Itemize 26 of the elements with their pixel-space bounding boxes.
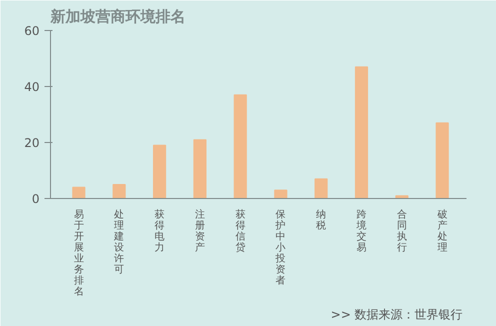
- bar: [152, 144, 166, 198]
- bar: [112, 184, 126, 198]
- y-tick-label: 20: [24, 136, 40, 150]
- x-tick-label: 获得信贷: [235, 208, 246, 254]
- chart-title: 新加坡营商环境排名: [50, 8, 186, 26]
- x-tick-label: 注册资产: [194, 208, 205, 254]
- bar: [193, 139, 206, 198]
- bar: [234, 94, 247, 198]
- bar: [314, 178, 328, 198]
- y-tick-label: 40: [24, 80, 40, 94]
- y-tick-label: 0: [32, 192, 40, 206]
- x-tick-label: 破产处理: [436, 208, 448, 254]
- x-tick-label: 保护中小投资者: [274, 210, 286, 286]
- y-tick-label: 60: [24, 24, 40, 38]
- bar: [72, 186, 86, 198]
- bar: [436, 122, 449, 198]
- bar: [274, 190, 288, 198]
- bar: [395, 195, 408, 198]
- x-tick-label: 易于开展业务排名: [74, 210, 84, 298]
- x-tick-label: 跨境交易: [355, 210, 366, 254]
- text: >> 数据来源：世界银行: [330, 308, 463, 322]
- x-tick-label: 处理建设许可: [113, 208, 124, 276]
- x-tick-label: 纳税: [316, 208, 326, 232]
- x-tick-label: 获得电力: [154, 208, 165, 254]
- x-tick-label: 合同执行: [396, 208, 407, 254]
- bar: [354, 66, 368, 198]
